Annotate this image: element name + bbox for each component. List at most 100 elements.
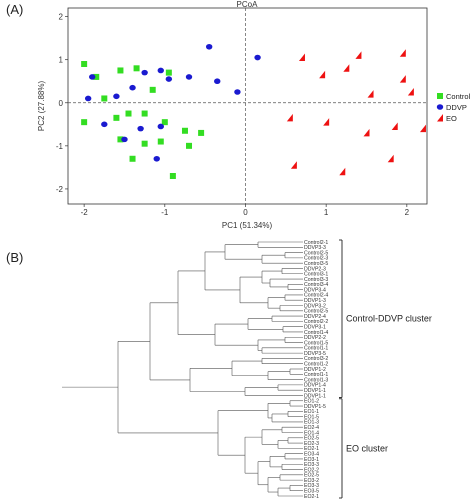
control-point (81, 61, 88, 67)
pcoa-scatter: PCoA PC1 (51.34%) PC2 (27.88%) -2 -1 0 1 2-2… (37, 0, 471, 230)
x-tick-label: 1 (324, 208, 329, 217)
leaf-label: EO2-2 (304, 467, 319, 473)
eo-point (290, 161, 297, 169)
y-tick-label: 0 (59, 99, 64, 108)
data-points (81, 43, 426, 179)
legend-label-control: Control (446, 92, 471, 101)
control-point (186, 142, 193, 149)
leaf-label: DDVP2-4 (304, 314, 326, 320)
dendrogram-leaf-labels: Control2-1DDVP3-3Control2-5Control2-3Con… (304, 240, 328, 500)
eo-point (319, 70, 326, 79)
ddvp-point (113, 93, 120, 100)
eo-point (363, 128, 370, 137)
y-tick-label: 1 (59, 56, 64, 65)
dendrogram: Control2-1DDVP3-3Control2-5Control2-3Con… (62, 239, 432, 500)
ddvp-point (157, 123, 164, 130)
legend-label-eo: EO (446, 114, 457, 123)
legend-marker-eo (437, 114, 443, 122)
leaf-label: EO2-5 (304, 436, 319, 442)
eo-point (339, 167, 346, 176)
control-point (161, 119, 168, 126)
ddvp-point (137, 125, 144, 132)
leaf-label: DDVP3-5 (304, 351, 326, 357)
leaf-label: EO3-2 (304, 478, 319, 484)
leaf-label: EO2-1 (304, 446, 319, 452)
eo-point (399, 49, 406, 57)
ddvp-point (205, 43, 213, 50)
chart-title: PCoA (237, 0, 259, 9)
eo-point (407, 88, 414, 96)
control-point (141, 110, 148, 117)
control-point (93, 73, 100, 80)
leaf-label: Control1-1 (304, 346, 328, 352)
leaf-label: DDVP3-4 (304, 287, 326, 293)
leaf-label: EO3-3 (304, 483, 319, 489)
leaf-label: DDVP1-1 (304, 393, 326, 399)
leaf-label: DDVP1-5 (304, 404, 326, 410)
leaf-label: DDVP1-3 (304, 298, 326, 304)
leaf-label: Control1-5 (304, 340, 328, 346)
ddvp-point (141, 69, 148, 76)
leaf-label: Control2-2 (304, 319, 328, 325)
leaf-label: Control2-5 (304, 309, 328, 315)
control-point (141, 140, 148, 147)
ddvp-point (234, 89, 241, 95)
leaf-label: EO3-5 (304, 489, 319, 495)
leaf-label: Control1-3 (304, 377, 328, 383)
legend-label-ddvp: DDVP (446, 103, 467, 112)
control-point (101, 95, 108, 102)
leaf-label: Control3-3 (304, 277, 328, 283)
leaf-label: EO3-3 (304, 462, 319, 468)
leaf-label: DDVP1-1 (304, 388, 326, 394)
ddvp-point (84, 95, 92, 102)
x-tick-label: -1 (161, 208, 169, 217)
leaf-label: Control3-4 (304, 282, 328, 288)
cluster-label: EO cluster (346, 443, 388, 453)
dendrogram-cluster-annotations: Control-DDVP cluster EO cluster (339, 239, 432, 499)
leaf-label: Control2-1 (304, 240, 328, 246)
control-point (169, 173, 176, 179)
leaf-label: Control3-2 (304, 356, 328, 362)
legend-marker-ddvp (436, 104, 444, 110)
leaf-label: Control2-4 (304, 293, 328, 299)
leaf-label: DDVP2-2 (304, 335, 326, 341)
leaf-label: DDVP2-3 (304, 266, 326, 272)
leaf-label: EO2-4 (304, 425, 319, 431)
y-tick-label: -2 (56, 185, 64, 194)
leaf-label: EO3-1 (304, 457, 319, 463)
cluster-label: Control-DDVP cluster (346, 314, 432, 324)
leaf-label: Control2-5 (304, 250, 328, 256)
leaf-label: Control3-5 (304, 261, 328, 267)
control-point (149, 86, 156, 93)
ddvp-point (121, 136, 128, 143)
control-point (117, 67, 124, 74)
ddvp-point (153, 155, 160, 162)
leaf-label: EO1-3 (304, 420, 319, 426)
control-point (117, 136, 124, 143)
leaf-label: DDVP1-4 (304, 383, 326, 389)
eo-point (323, 118, 330, 126)
leaf-label: EO2-1 (304, 494, 319, 500)
leaf-label: EO1-1 (304, 409, 319, 415)
ddvp-point (214, 78, 221, 85)
eo-point (343, 64, 350, 72)
eo-point (367, 90, 374, 98)
legend-marker-control (437, 93, 443, 99)
leaf-label: EO3-4 (304, 451, 319, 457)
eo-point (419, 124, 426, 133)
control-point (125, 110, 132, 117)
control-point (181, 127, 188, 134)
panel-a-label: (A) (6, 2, 23, 17)
plot-frame (67, 7, 428, 205)
control-point (113, 114, 120, 121)
ddvp-point (165, 76, 173, 82)
leaf-label: DDVP3-2 (304, 303, 326, 309)
eo-point (399, 75, 406, 83)
y-axis-label: PC2 (27.88%) (37, 81, 46, 132)
control-point (129, 155, 136, 162)
leaf-label: EO1-2 (304, 399, 319, 405)
x-tick-label: 0 (243, 208, 248, 217)
ddvp-point (129, 84, 136, 91)
